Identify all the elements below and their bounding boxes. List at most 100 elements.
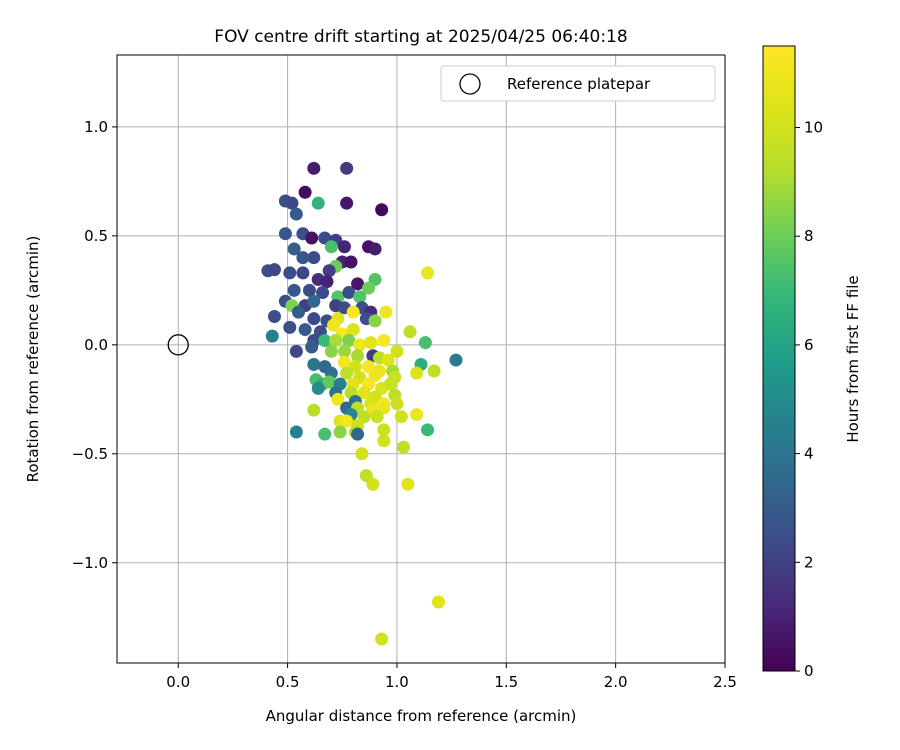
plot-frame [116,54,726,664]
data-point [307,294,321,308]
data-point [449,353,463,367]
data-point [307,161,321,175]
data-point [377,434,391,448]
data-point [337,240,351,254]
data-point [289,344,303,358]
legend-open-circle-marker [459,73,481,95]
legend-box [440,65,716,102]
colorbar-tick-label: 0 [804,662,814,680]
data-point [390,344,404,358]
data-point [346,323,360,337]
data-point [397,440,411,454]
data-point [296,266,310,280]
x-axis-label: Angular distance from reference (arcmin) [266,707,577,725]
data-point [298,323,312,337]
data-point [370,410,384,424]
data-points [261,161,463,646]
data-point [307,312,321,326]
data-point [331,392,345,406]
data-point [337,355,351,369]
data-point [305,340,319,354]
colorbar-tick-label: 8 [804,227,814,245]
data-point [340,366,354,380]
data-point [377,333,391,347]
data-point [421,423,435,437]
data-point [390,397,404,411]
data-point [431,595,445,609]
data-point [285,196,299,210]
colorbar: 0 2 4 6 8 10 Hours from first FF file [762,45,862,680]
data-point [377,423,391,437]
data-point [283,320,297,334]
data-point [401,477,415,491]
data-point [287,283,301,297]
data-point [298,185,312,199]
data-point [318,333,332,347]
data-point [381,353,395,367]
colorbar-tick-label: 10 [804,119,823,137]
data-point [362,281,376,295]
y-tick-label: 1.0 [84,118,108,136]
data-point [357,386,371,400]
x-tick-label: 2.0 [604,673,628,691]
x-tick-label: 0.0 [166,673,190,691]
data-point [278,227,292,241]
data-point [379,305,393,319]
data-point [403,325,417,339]
data-point [329,333,343,347]
data-point [316,286,330,300]
legend: Reference platepar [440,65,716,102]
x-tick-label: 2.5 [713,673,737,691]
data-point [342,286,356,300]
data-point [296,251,310,265]
colorbar-ticks: 0 2 4 6 8 10 [795,119,823,680]
data-point [267,263,281,277]
data-point [302,283,316,297]
data-point [283,266,297,280]
data-point [368,242,382,256]
data-point [368,314,382,328]
data-point [353,338,367,352]
data-point [340,414,354,428]
data-point [410,408,424,422]
legend-label: Reference platepar [507,75,651,93]
data-point [320,275,334,289]
data-point [289,425,303,439]
data-point [375,203,389,217]
data-point [292,305,306,319]
data-point [318,427,332,441]
data-point [394,410,408,424]
data-point [311,381,325,395]
colorbar-tick-label: 2 [804,553,814,571]
data-point [427,364,441,378]
data-point [346,305,360,319]
data-point [418,336,432,350]
y-axis-ticks: 1.0 0.5 0.0 −0.5 −1.0 [72,118,117,572]
data-point [351,427,365,441]
data-point [340,196,354,210]
data-point [307,357,321,371]
y-tick-label: 0.0 [84,336,108,354]
data-point [287,242,301,256]
data-point [383,377,397,391]
data-point [333,425,347,439]
data-point [337,344,351,358]
data-point [375,632,389,646]
x-tick-label: 1.0 [385,673,409,691]
colorbar-gradient [762,45,796,672]
data-point [267,310,281,324]
x-tick-label: 1.5 [494,673,518,691]
data-point [305,231,319,245]
grid-lines [117,55,726,663]
colorbar-tick-label: 6 [804,336,814,354]
data-point [322,375,336,389]
y-tick-label: −0.5 [72,445,108,463]
data-point [307,251,321,265]
data-point [307,403,321,417]
data-point [344,255,358,269]
data-point [340,161,354,175]
data-point [351,349,365,363]
data-point [265,329,279,343]
x-tick-label: 0.5 [276,673,300,691]
